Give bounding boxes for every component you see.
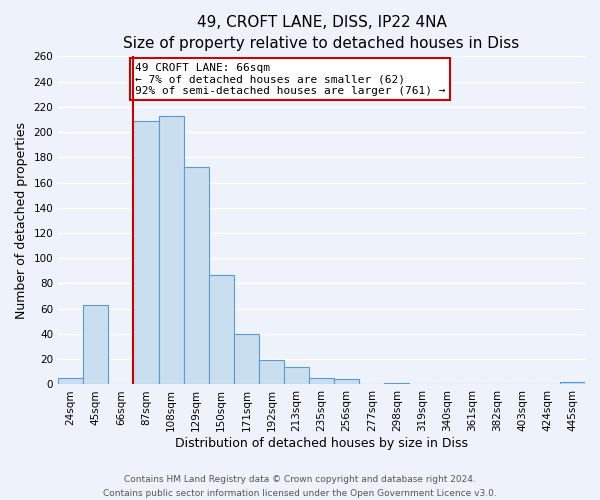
Bar (385, 383, 409, 384)
Bar (560, 382, 585, 384)
Bar (83, 305, 109, 384)
Bar (334, 380, 359, 384)
Bar (209, 274, 234, 384)
Text: 49 CROFT LANE: 66sqm
← 7% of detached houses are smaller (62)
92% of semi-detach: 49 CROFT LANE: 66sqm ← 7% of detached ho… (134, 62, 445, 96)
Text: Contains HM Land Registry data © Crown copyright and database right 2024.
Contai: Contains HM Land Registry data © Crown c… (103, 476, 497, 498)
Bar (158, 116, 184, 384)
Bar (309, 378, 334, 384)
Y-axis label: Number of detached properties: Number of detached properties (15, 122, 28, 319)
Bar (259, 360, 284, 384)
Bar (184, 168, 209, 384)
Bar (284, 367, 309, 384)
Title: 49, CROFT LANE, DISS, IP22 4NA
Size of property relative to detached houses in D: 49, CROFT LANE, DISS, IP22 4NA Size of p… (124, 15, 520, 51)
X-axis label: Distribution of detached houses by size in Diss: Distribution of detached houses by size … (175, 437, 468, 450)
Bar (133, 120, 158, 384)
Bar (234, 334, 259, 384)
Bar (58, 378, 83, 384)
